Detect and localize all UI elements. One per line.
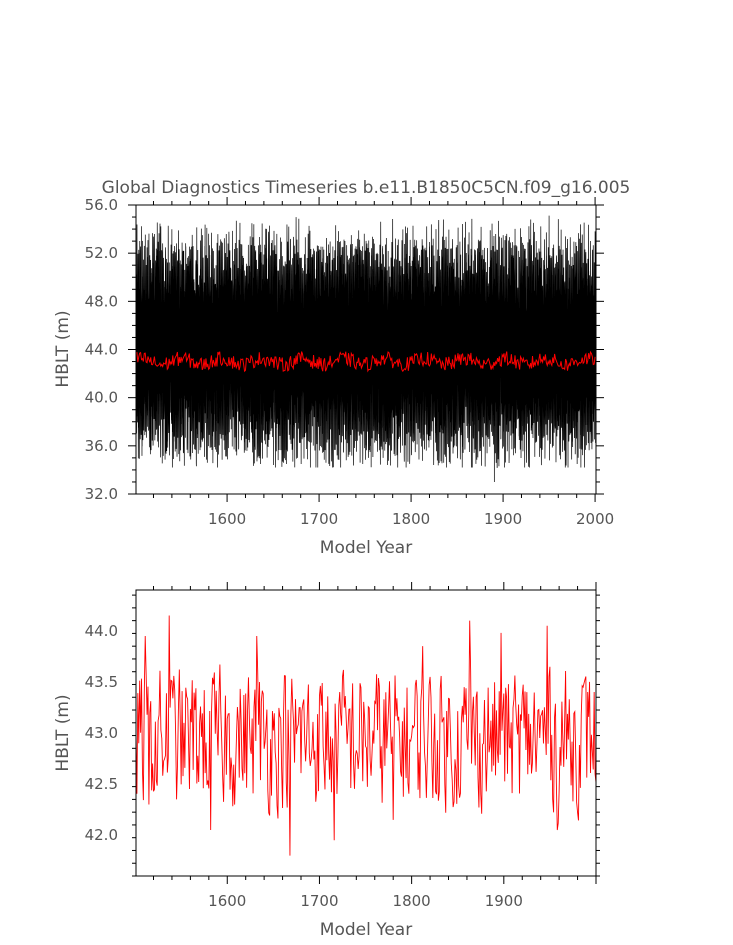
bottom-x-tick-label: 1700	[300, 892, 338, 910]
top-axes: 1600 1700 1800 1900 2000 32.0 36.0 40.0 44.0 48.0…	[85, 196, 615, 528]
top-y-tick-label: 44.0	[85, 341, 118, 359]
top-series-group	[135, 215, 597, 482]
top-x-tick-label: 1600	[208, 510, 246, 528]
bottom-annual-series-line	[135, 615, 597, 856]
bottom-panel: 1600 1700 1800 1900 42.0 42.5 43.0 43.5 44.0 Mod…	[53, 582, 600, 940]
bottom-x-axis-label: Model Year	[320, 920, 412, 940]
top-x-axis-label: Model Year	[320, 538, 412, 558]
top-x-tick-label: 1800	[392, 510, 430, 528]
bottom-y-tick-label: 42.5	[85, 775, 118, 793]
bottom-series-group	[135, 615, 597, 856]
figure-title: Global Diagnostics Timeseries b.e11.B185…	[102, 178, 631, 198]
bottom-x-tick-label: 1900	[485, 892, 523, 910]
top-monthly-series-line	[135, 215, 597, 482]
top-y-tick-label: 52.0	[85, 244, 118, 262]
bottom-x-tick-label: 1600	[208, 892, 246, 910]
bottom-y-tick-label: 42.0	[85, 826, 118, 844]
top-y-tick-label: 48.0	[85, 292, 118, 310]
top-y-tick-label: 36.0	[85, 437, 118, 455]
top-x-tick-label: 2000	[576, 510, 614, 528]
bottom-y-tick-label: 44.0	[85, 622, 118, 640]
top-annual-series-line	[135, 350, 596, 373]
bottom-y-axis-label: HBLT (m)	[53, 694, 73, 771]
bottom-x-tick-label: 1800	[393, 892, 431, 910]
top-y-tick-label: 40.0	[85, 389, 118, 407]
top-y-tick-label: 32.0	[85, 485, 118, 503]
top-y-axis-label: HBLT (m)	[53, 310, 73, 387]
bottom-y-tick-label: 43.0	[85, 724, 118, 742]
bottom-plot-frame	[135, 589, 597, 877]
top-x-tick-label: 1700	[300, 510, 338, 528]
bottom-y-tick-label: 43.5	[85, 673, 118, 691]
top-panel: 1600 1700 1800 1900 2000 32.0 36.0 40.0 44.0 48.0…	[53, 196, 614, 558]
top-x-tick-label: 1900	[484, 510, 522, 528]
bottom-axes: 1600 1700 1800 1900 42.0 42.5 43.0 43.5 44.0	[85, 582, 600, 910]
top-y-tick-label: 56.0	[85, 196, 118, 214]
